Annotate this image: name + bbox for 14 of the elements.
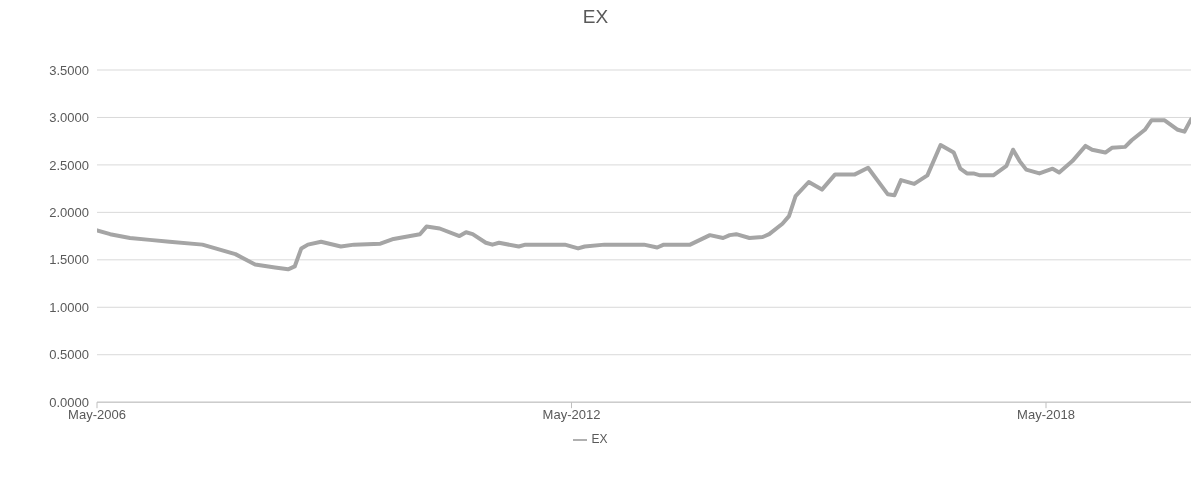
line-series (97, 117, 1191, 272)
x-tick-label: May-2012 (542, 407, 601, 423)
chart-title: EX (581, 6, 610, 28)
y-tick-label: 1.5000 (49, 252, 89, 268)
y-tick-label: 3.0000 (49, 110, 89, 126)
y-tick-label: 3.5000 (49, 62, 89, 78)
y-tick-label: 2.0000 (49, 204, 89, 220)
x-tick-label: May-2006 (68, 407, 126, 423)
y-tick-label: 1.0000 (49, 299, 89, 315)
legend-label: EX (591, 432, 608, 447)
y-tick-label: 0.0000 (49, 394, 89, 410)
x-tick-label: May-2018 (1017, 407, 1075, 423)
y-tick-label: 2.5000 (49, 157, 89, 173)
y-tick-label: 0.5000 (49, 347, 89, 363)
